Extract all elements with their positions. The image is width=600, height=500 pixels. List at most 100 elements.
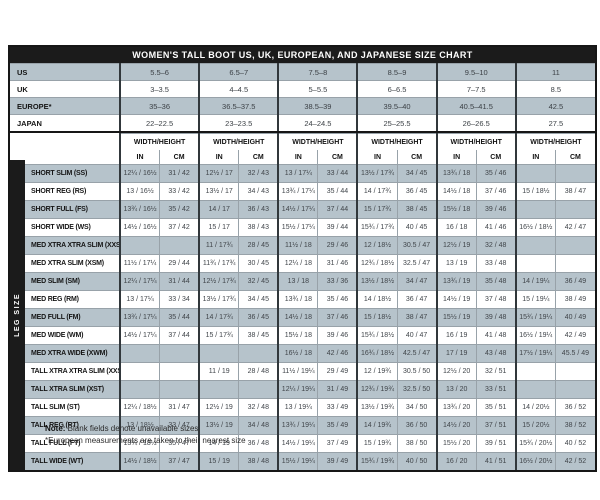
- size-cell: 7.5–8: [277, 63, 358, 81]
- cm-value-cell: 36 / 52: [554, 398, 595, 417]
- table-row: US 5.5–6 6.5–7 7.5–8 8.5–9 9.5–10 11: [10, 63, 595, 81]
- in-value-cell: 13¾ / 16½: [119, 200, 160, 219]
- cm-value-cell: 33 / 51: [475, 380, 516, 399]
- row-label: TALL SLIM (ST): [25, 398, 120, 417]
- table-row: TALL XTRA XTRA SLIM (XXST) 11 / 19 28 / 48…: [25, 362, 595, 381]
- cm-value-cell: 41 / 46: [475, 218, 516, 237]
- unit-cm-header: CM: [396, 150, 437, 165]
- table-row: MED REG (RM) 13 / 17¼ 33 / 34 13½ / 17¾ 34 /…: [25, 290, 595, 309]
- cm-value-cell: [554, 380, 595, 399]
- size-cell: 8.5: [514, 80, 595, 98]
- note-line: Note: Blank fields denote unavailable si…: [45, 423, 246, 435]
- table-row: MED FULL (FM) 13¾ / 17¼ 35 / 44 14 / 17¾ 36 …: [25, 308, 595, 327]
- cm-value-cell: 29 / 44: [159, 254, 200, 273]
- cm-value-cell: 39 / 46: [317, 326, 358, 345]
- cm-value-cell: 40 / 52: [554, 434, 595, 453]
- row-label: MED FULL (FM): [25, 308, 120, 327]
- in-value-cell: [514, 164, 556, 183]
- cm-value-cell: 39 / 49: [317, 452, 358, 470]
- cm-value-cell: 42 / 52: [554, 452, 595, 470]
- cm-value-cell: 30 / 45: [238, 254, 279, 273]
- cm-value-cell: 35 / 46: [317, 290, 358, 309]
- in-value-cell: 15 / 17¾: [356, 200, 398, 219]
- size-cell: 25–25.5: [356, 114, 437, 131]
- size-cell: 36.5–37.5: [198, 97, 279, 115]
- header-row: WIDTH/HEIGHT WIDTH/HEIGHT WIDTH/HEIGHT WIDT…: [25, 133, 595, 165]
- in-value-cell: 12½ / 19: [435, 236, 477, 255]
- row-label: MED XTRA WIDE (XWM): [25, 344, 120, 363]
- cm-value-cell: 38 / 52: [554, 416, 595, 435]
- row-label: TALL REG (RT): [25, 416, 120, 435]
- in-value-cell: 13½ / 17: [198, 182, 239, 201]
- cm-value-cell: 32 / 45: [238, 272, 279, 291]
- cm-value-cell: 43 / 48: [475, 344, 516, 363]
- row-label: UK: [10, 80, 120, 98]
- in-value-cell: 14 / 19¾: [356, 416, 398, 435]
- cm-value-cell: 37 / 51: [475, 416, 516, 435]
- unit-in-header: IN: [514, 150, 556, 165]
- in-value-cell: [514, 254, 556, 273]
- table-row: SHORT FULL (FS) 13¾ / 16½ 35 / 42 14 / 17 36…: [25, 200, 595, 219]
- in-value-cell: 13 / 17¼: [119, 290, 160, 309]
- in-value-cell: 15 / 20½: [514, 416, 556, 435]
- unit-in-header: IN: [356, 150, 398, 165]
- size-cell: 3–3.5: [118, 80, 200, 98]
- cm-value-cell: 33 / 47: [159, 416, 200, 435]
- cm-value-cell: 32.5 / 47: [396, 254, 437, 273]
- in-value-cell: 15¾ / 20½: [514, 434, 556, 453]
- row-label: TALL FULL (FT): [25, 434, 120, 453]
- leg-size-vertical-label: LEG SIZE: [14, 293, 21, 337]
- cm-value-cell: [238, 380, 279, 399]
- cm-value-cell: [554, 164, 595, 183]
- cm-value-cell: 34 / 43: [238, 182, 279, 201]
- cm-value-cell: 37 / 44: [317, 200, 358, 219]
- row-label: MED XTRA XTRA SLIM (XXSM): [25, 236, 120, 255]
- cm-value-cell: 37 / 47: [159, 452, 200, 470]
- in-value-cell: 13¾ / 17¼: [119, 308, 160, 327]
- in-value-cell: 14 / 17¾: [356, 182, 398, 201]
- in-value-cell: 13½ / 17¾: [198, 290, 239, 309]
- size-cell: 39.5–40: [356, 97, 437, 115]
- cm-value-cell: [554, 362, 595, 381]
- size-cell: 38.5–39: [277, 97, 358, 115]
- table-row: TALL XTRA SLIM (XST) 12¼ / 19¼ 31 / 49 12¾ …: [25, 380, 595, 399]
- sidebar-spacer: [10, 133, 25, 160]
- in-value-cell: [198, 344, 239, 363]
- international-size-table-body: US 5.5–6 6.5–7 7.5–8 8.5–9 9.5–10 11 UK 3–3.5 4–4…: [10, 63, 595, 131]
- cm-value-cell: 37 / 44: [159, 326, 200, 345]
- in-value-cell: [119, 344, 160, 363]
- in-value-cell: 12¼ / 18½: [119, 398, 160, 417]
- row-label: MED REG (RM): [25, 290, 120, 309]
- cm-value-cell: 29 / 46: [317, 236, 358, 255]
- chart-title: WOMEN'S TALL BOOT US, UK, EUROPEAN, AND …: [10, 47, 595, 63]
- in-value-cell: 13¾ / 20: [435, 398, 477, 417]
- in-value-cell: 13 / 19¼: [277, 398, 318, 417]
- cm-value-cell: 40 / 50: [396, 452, 437, 470]
- in-value-cell: 13 / 17¼: [277, 164, 318, 183]
- in-value-cell: [514, 362, 556, 381]
- unit-cm-header: CM: [475, 150, 516, 165]
- width-height-header: WIDTH/HEIGHT: [435, 133, 516, 150]
- size-chart: WOMEN'S TALL BOOT US, UK, EUROPEAN, AND …: [8, 45, 597, 472]
- in-value-cell: 13¾ / 19¼: [277, 416, 318, 435]
- in-value-cell: 15 / 19¼: [514, 290, 556, 309]
- cm-value-cell: [159, 344, 200, 363]
- cm-value-cell: 31 / 42: [159, 164, 200, 183]
- table-row: MED XTRA WIDE (XWM) 16½ / 18 42 / 46 16¾ / …: [25, 344, 595, 363]
- cm-value-cell: 32 / 48: [238, 398, 279, 417]
- in-value-cell: [119, 236, 160, 255]
- cm-value-cell: 28 / 45: [238, 236, 279, 255]
- leg-size-table: WIDTH/HEIGHT WIDTH/HEIGHT WIDTH/HEIGHT WIDT…: [25, 133, 595, 470]
- cm-value-cell: 45.5 / 49: [554, 344, 595, 363]
- in-value-cell: 13½ / 19¾: [356, 398, 398, 417]
- cm-value-cell: [159, 362, 200, 381]
- size-cell: 26–26.5: [435, 114, 516, 131]
- cm-value-cell: 39 / 46: [475, 200, 516, 219]
- cm-value-cell: 32 / 43: [238, 164, 279, 183]
- in-value-cell: 14 / 17: [198, 200, 239, 219]
- leg-size-table-body: WIDTH/HEIGHT WIDTH/HEIGHT WIDTH/HEIGHT WIDT…: [25, 133, 595, 470]
- size-cell: 9.5–10: [435, 63, 516, 81]
- in-value-cell: 16 / 19: [435, 326, 477, 345]
- in-value-cell: 11¾ / 17¾: [198, 254, 239, 273]
- row-label: SHORT FULL (FS): [25, 200, 120, 219]
